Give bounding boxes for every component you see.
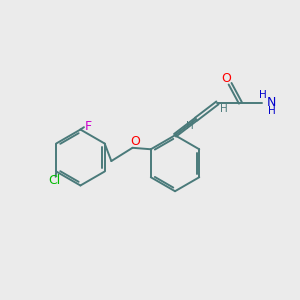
Text: H: H <box>259 90 267 100</box>
Text: O: O <box>130 135 140 148</box>
Text: F: F <box>85 119 92 133</box>
Text: O: O <box>222 72 232 85</box>
Text: N: N <box>267 96 277 110</box>
Text: H: H <box>268 106 276 116</box>
Text: H: H <box>186 121 194 130</box>
Text: Cl: Cl <box>49 174 61 188</box>
Text: H: H <box>220 104 228 114</box>
